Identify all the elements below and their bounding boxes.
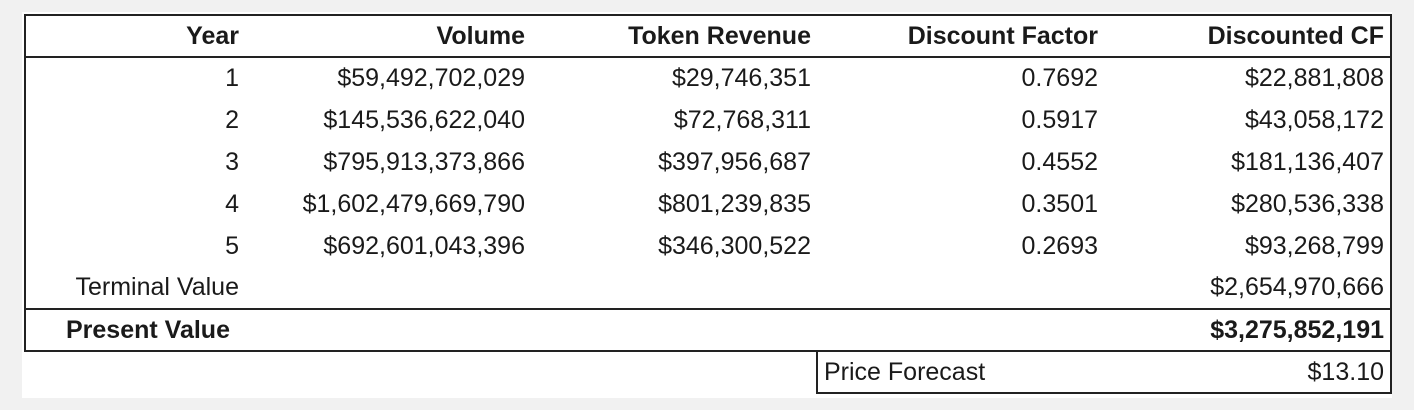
cell-token-revenue[interactable]: $29,746,351	[671, 64, 811, 92]
cell-year[interactable]: 2	[24, 99, 245, 141]
cell-discounted-cf[interactable]: $181,136,407	[1104, 141, 1392, 183]
cell-volume[interactable]: $692,601,043,396	[323, 231, 525, 260]
empty-cell[interactable]	[245, 267, 531, 309]
cell-year[interactable]: 5	[24, 225, 245, 267]
cell-volume[interactable]: $59,492,702,029	[337, 64, 525, 92]
table-row: 4 $1,602,479,669,790 $801,239,835 0.3501…	[24, 183, 1392, 225]
cell-discount-factor[interactable]: 0.7692	[1021, 64, 1098, 92]
header-discount-factor[interactable]: Discount Factor	[817, 14, 1104, 58]
cell-token-revenue[interactable]: $397,956,687	[658, 147, 811, 176]
cell-discount-factor[interactable]: 0.4552	[1021, 147, 1098, 176]
empty-cell[interactable]	[817, 267, 1104, 309]
cell-discount-factor[interactable]: 0.3501	[1021, 189, 1098, 218]
cell-year[interactable]: 1	[24, 57, 245, 99]
empty-cell[interactable]	[25, 351, 245, 393]
cell-token-revenue[interactable]: $801,239,835	[658, 189, 811, 218]
empty-cell[interactable]	[817, 308, 1104, 352]
cell-token-revenue[interactable]: $72,768,311	[673, 105, 811, 134]
empty-cell[interactable]	[245, 351, 531, 393]
header-volume[interactable]: Volume	[245, 14, 531, 58]
present-value-cell[interactable]: $3,275,852,191	[1104, 308, 1392, 352]
cell-discount-factor[interactable]: 0.2693	[1021, 231, 1098, 260]
header-token-revenue[interactable]: Token Revenue	[531, 14, 817, 58]
cell-volume[interactable]: $1,602,479,669,790	[302, 189, 525, 218]
dcf-table: Year Volume Token Revenue Discount Facto…	[24, 14, 1392, 394]
table-row: 2 $145,536,622,040 $72,768,311 0.5917 $4…	[24, 99, 1392, 141]
table-row: 3 $795,913,373,866 $397,956,687 0.4552 $…	[24, 141, 1392, 183]
price-forecast-label[interactable]: Price Forecast	[816, 351, 1104, 394]
terminal-value-row: Terminal Value $2,654,970,666	[24, 267, 1392, 309]
price-forecast-cell[interactable]: $13.10	[1104, 351, 1392, 394]
header-row: Year Volume Token Revenue Discount Facto…	[24, 14, 1392, 58]
empty-cell[interactable]	[245, 308, 531, 352]
spreadsheet-area: Year Volume Token Revenue Discount Facto…	[22, 12, 1392, 398]
cell-token-revenue[interactable]: $346,300,522	[658, 231, 811, 260]
empty-cell[interactable]	[531, 267, 817, 309]
terminal-value-label[interactable]: Terminal Value	[24, 267, 245, 309]
cell-discounted-cf[interactable]: $93,268,799	[1104, 225, 1392, 267]
table-row: 5 $692,601,043,396 $346,300,522 0.2693 $…	[24, 225, 1392, 267]
header-discounted-cf[interactable]: Discounted CF	[1104, 14, 1392, 58]
cell-year[interactable]: 3	[24, 141, 245, 183]
cell-year[interactable]: 4	[24, 183, 245, 225]
cell-discount-factor[interactable]: 0.5917	[1021, 105, 1098, 134]
table-row: 1 $59,492,702,029 $29,746,351 0.7692 $22…	[24, 57, 1392, 99]
header-year[interactable]: Year	[24, 14, 245, 58]
price-forecast-row: Price Forecast $13.10	[25, 351, 1392, 394]
cell-discounted-cf[interactable]: $22,881,808	[1104, 57, 1392, 99]
present-value-label[interactable]: Present Value	[24, 308, 245, 352]
present-value-row: Present Value $3,275,852,191	[24, 308, 1392, 352]
cell-discounted-cf[interactable]: $43,058,172	[1104, 99, 1392, 141]
empty-cell[interactable]	[531, 351, 817, 393]
empty-cell[interactable]	[531, 308, 817, 352]
cell-volume[interactable]: $145,536,622,040	[323, 105, 525, 134]
cell-volume[interactable]: $795,913,373,866	[323, 147, 525, 176]
cell-discounted-cf[interactable]: $280,536,338	[1104, 183, 1392, 225]
terminal-value-cell[interactable]: $2,654,970,666	[1104, 267, 1392, 309]
